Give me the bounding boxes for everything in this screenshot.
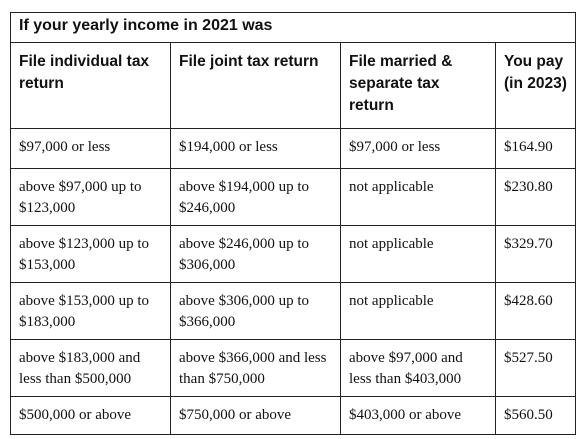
cell-married-separate: $97,000 or less [340, 128, 496, 169]
cell-married-separate: not applicable [340, 225, 496, 283]
cell-individual: $97,000 or less [10, 128, 171, 169]
table-row: above $183,000 and less than $500,000 ab… [10, 339, 577, 397]
cell-married-separate: $403,000 or above [340, 396, 496, 435]
income-payment-table: If your yearly income in 2021 was File i… [9, 12, 577, 435]
cell-joint: above $246,000 up to $306,000 [170, 225, 341, 283]
header-row: File individual tax return File joint ta… [10, 42, 577, 129]
cell-individual: above $183,000 and less than $500,000 [10, 339, 171, 397]
cell-you-pay: $428.60 [494, 282, 577, 340]
header-you-pay: You pay (in 2023) [494, 42, 577, 129]
cell-joint: above $194,000 up to $246,000 [170, 168, 341, 226]
cell-you-pay: $164.90 [494, 128, 577, 169]
table-row: $97,000 or less $194,000 or less $97,000… [10, 128, 577, 169]
table-row: above $97,000 up to $123,000 above $194,… [10, 168, 577, 226]
cell-individual: above $123,000 up to $153,000 [10, 225, 171, 283]
table-title-row: If your yearly income in 2021 was [9, 12, 577, 43]
cell-individual: $500,000 or above [10, 396, 171, 435]
cell-you-pay: $230.80 [494, 168, 577, 226]
cell-married-separate: not applicable [340, 282, 496, 340]
cell-married-separate: not applicable [340, 168, 496, 226]
header-married-separate: File married & separate tax return [340, 42, 496, 129]
cell-joint: $194,000 or less [170, 128, 341, 169]
cell-married-separate: above $97,000 and less than $403,000 [340, 339, 496, 397]
cell-joint: $750,000 or above [170, 396, 341, 435]
table-row: $500,000 or above $750,000 or above $403… [10, 396, 577, 435]
table-title: If your yearly income in 2021 was [9, 12, 577, 43]
table-row: above $123,000 up to $153,000 above $246… [10, 225, 577, 283]
header-joint: File joint tax return [170, 42, 341, 129]
cell-joint: above $306,000 up to $366,000 [170, 282, 341, 340]
header-individual: File individual tax return [10, 42, 171, 129]
cell-individual: above $153,000 up to $183,000 [10, 282, 171, 340]
cell-joint: above $366,000 and less than $750,000 [170, 339, 341, 397]
cell-you-pay: $329.70 [494, 225, 577, 283]
cell-you-pay: $527.50 [494, 339, 577, 397]
table-row: above $153,000 up to $183,000 above $306… [10, 282, 577, 340]
cell-individual: above $97,000 up to $123,000 [10, 168, 171, 226]
cell-you-pay: $560.50 [494, 396, 577, 435]
